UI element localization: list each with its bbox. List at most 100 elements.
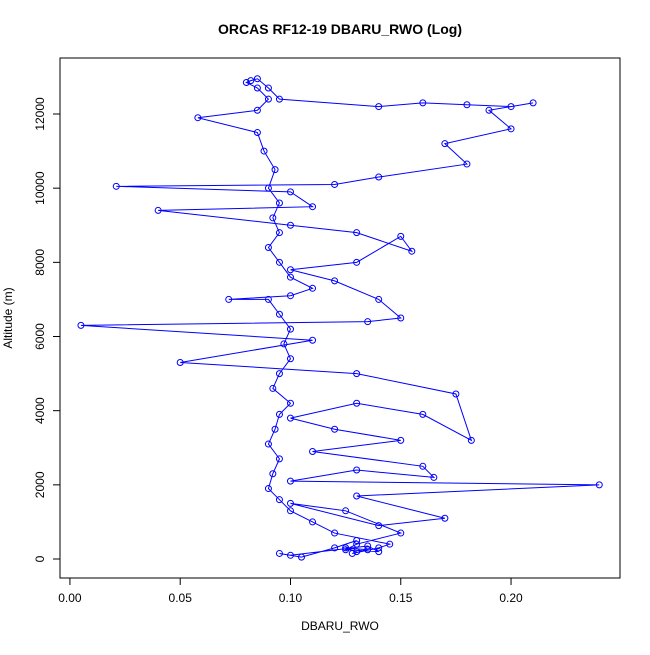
data-point xyxy=(441,140,449,148)
data-point xyxy=(253,129,261,137)
data-point xyxy=(253,84,261,92)
data-point xyxy=(353,536,361,544)
data-point xyxy=(309,203,317,211)
data-point xyxy=(331,544,339,552)
data-point xyxy=(595,481,603,489)
data-point xyxy=(275,258,283,266)
data-point xyxy=(441,514,449,522)
data-line xyxy=(80,78,600,558)
data-point xyxy=(264,295,272,303)
data-point xyxy=(269,384,277,392)
data-point xyxy=(375,548,383,556)
data-point xyxy=(286,292,294,300)
x-tick-label: 0.20 xyxy=(499,591,523,605)
data-point xyxy=(397,232,405,240)
data-point xyxy=(507,125,515,133)
y-tick-label: 10000 xyxy=(33,171,47,205)
x-tick-label: 0.05 xyxy=(169,591,193,605)
data-point xyxy=(364,318,372,326)
data-point xyxy=(353,466,361,474)
data-point xyxy=(286,325,294,333)
data-point xyxy=(419,410,427,418)
data-point xyxy=(375,173,383,181)
y-tick-label: 6000 xyxy=(33,323,47,350)
data-point xyxy=(176,358,184,366)
x-tick-label: 0.15 xyxy=(389,591,413,605)
data-point xyxy=(342,544,350,552)
x-tick-label: 0.00 xyxy=(58,591,82,605)
data-point xyxy=(77,321,85,329)
data-point xyxy=(264,244,272,252)
data-point xyxy=(275,370,283,378)
data-point xyxy=(280,340,288,348)
data-point xyxy=(397,436,405,444)
data-point xyxy=(269,470,277,478)
data-point xyxy=(269,214,277,222)
y-tick-label: 4000 xyxy=(33,397,47,424)
data-point xyxy=(419,99,427,107)
data-point xyxy=(353,540,361,548)
data-point xyxy=(397,529,405,537)
data-point xyxy=(331,180,339,188)
data-point xyxy=(275,229,283,237)
data-point xyxy=(353,492,361,500)
data-point xyxy=(264,95,272,103)
data-point xyxy=(452,390,460,398)
data-point xyxy=(286,188,294,196)
data-point xyxy=(386,540,394,548)
data-point xyxy=(286,399,294,407)
data-point xyxy=(225,295,233,303)
data-point xyxy=(375,103,383,111)
x-axis-label: DBARU_RWO xyxy=(301,619,379,633)
y-tick-label: 8000 xyxy=(33,249,47,276)
data-point xyxy=(275,310,283,318)
data-point xyxy=(309,447,317,455)
data-point xyxy=(275,455,283,463)
data-point xyxy=(342,507,350,515)
data-point xyxy=(430,473,438,481)
data-point xyxy=(348,549,356,557)
data-point xyxy=(286,477,294,485)
data-point xyxy=(286,266,294,274)
data-point xyxy=(286,507,294,515)
data-point xyxy=(364,542,372,550)
data-point xyxy=(264,84,272,92)
data-point xyxy=(194,114,202,122)
data-point xyxy=(154,206,162,214)
data-point xyxy=(253,75,261,83)
data-point xyxy=(309,518,317,526)
data-point xyxy=(467,436,475,444)
y-axis-label: Altitude (m) xyxy=(1,287,15,348)
data-point xyxy=(260,147,268,155)
data-point xyxy=(463,160,471,168)
data-point xyxy=(331,277,339,285)
y-tick-label: 0 xyxy=(33,555,47,562)
data-point xyxy=(264,440,272,448)
plot-frame xyxy=(59,57,621,579)
data-point xyxy=(112,182,120,190)
data-point xyxy=(264,485,272,493)
data-point xyxy=(353,399,361,407)
data-point xyxy=(253,106,261,114)
data-point xyxy=(353,548,361,556)
data-point xyxy=(298,553,306,561)
data-point xyxy=(353,258,361,266)
data-point xyxy=(463,101,471,109)
data-point xyxy=(286,499,294,507)
data-point xyxy=(397,314,405,322)
data-point xyxy=(275,199,283,207)
data-point xyxy=(247,77,255,85)
data-point xyxy=(529,99,537,107)
data-point xyxy=(507,103,515,111)
data-point xyxy=(309,284,317,292)
data-point xyxy=(286,273,294,281)
data-point xyxy=(286,355,294,363)
data-point xyxy=(342,546,350,554)
data-point xyxy=(375,295,383,303)
data-point xyxy=(286,221,294,229)
y-tick-label: 12000 xyxy=(33,97,47,131)
y-tick-label: 2000 xyxy=(33,471,47,498)
data-point xyxy=(275,496,283,504)
chart-title: ORCAS RF12-19 DBARU_RWO (Log) xyxy=(218,21,462,37)
